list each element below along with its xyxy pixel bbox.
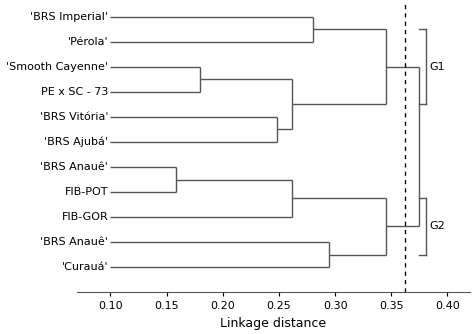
Text: 'BRS Ajubá': 'BRS Ajubá'	[44, 137, 108, 147]
X-axis label: Linkage distance: Linkage distance	[220, 317, 327, 330]
Text: FIB-GOR: FIB-GOR	[62, 212, 108, 222]
Text: G1: G1	[429, 62, 445, 72]
Text: G2: G2	[429, 221, 445, 231]
Text: 'BRS Vitória': 'BRS Vitória'	[40, 112, 108, 122]
Text: 'Pérola': 'Pérola'	[68, 37, 108, 47]
Text: 'BRS Anauê': 'BRS Anauê'	[40, 162, 108, 172]
Text: 'Smooth Cayenne': 'Smooth Cayenne'	[6, 62, 108, 72]
Text: 'BRS Anauê': 'BRS Anauê'	[40, 237, 108, 247]
Text: 'BRS Imperial': 'BRS Imperial'	[30, 12, 108, 22]
Text: PE x SC - 73: PE x SC - 73	[41, 87, 108, 97]
Text: 'Curauá': 'Curauá'	[62, 262, 108, 272]
Text: FIB-POT: FIB-POT	[65, 187, 108, 197]
